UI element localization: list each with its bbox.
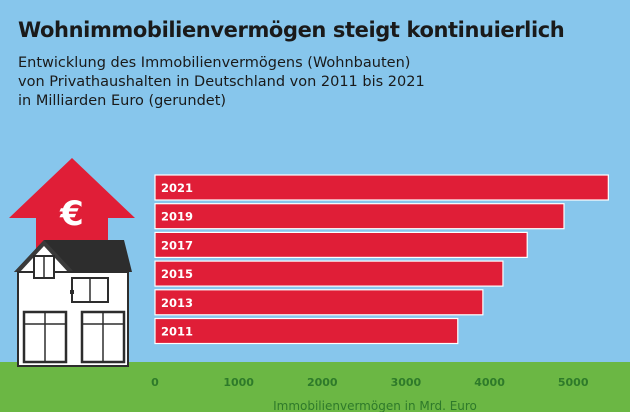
subtitle-line: von Privathaushalten in Deutschland von … [18, 74, 425, 90]
x-tick-label: 3000 [391, 376, 422, 389]
bar-label: 2013 [161, 296, 193, 310]
bar-label: 2021 [161, 181, 193, 195]
bar-2017 [154, 231, 528, 258]
svg-text:€: € [59, 194, 84, 234]
chart-title: Wohnimmobilienvermögen steigt kontinuier… [18, 18, 565, 42]
bar-2013 [154, 289, 484, 316]
bars-layer: 2021 2019 2017 2015 2013 2011 [154, 174, 609, 345]
x-tick-label: 0 [151, 376, 159, 389]
bar-label: 2015 [161, 267, 193, 281]
bar-label: 2017 [161, 238, 193, 252]
subtitle-line: Entwicklung des Immobilienvermögens (Woh… [18, 55, 411, 71]
x-tick-label: 5000 [558, 376, 589, 389]
bar-2019 [154, 203, 565, 230]
subtitle-line: in Milliarden Euro (gerundet) [18, 93, 227, 109]
ground [0, 362, 630, 412]
bar-label: 2011 [161, 325, 193, 339]
x-tick-label: 1000 [223, 376, 254, 389]
bar-2011 [154, 317, 459, 345]
bar-2021 [154, 174, 609, 201]
house-illustration: € [9, 158, 135, 367]
bar-2015 [154, 260, 504, 287]
x-tick-label: 2000 [307, 376, 338, 389]
chart-subtitle: Entwicklung des Immobilienvermögens (Woh… [18, 54, 578, 111]
euro-icon: € [54, 194, 90, 234]
bar-label: 2019 [161, 210, 193, 224]
x-axis: 0 1000 2000 3000 4000 5000 Immobilienvermögen … [151, 376, 589, 412]
x-tick-label: 4000 [474, 376, 505, 389]
x-axis-label: Immobilienvermögen in Mrd. Euro [273, 399, 477, 412]
